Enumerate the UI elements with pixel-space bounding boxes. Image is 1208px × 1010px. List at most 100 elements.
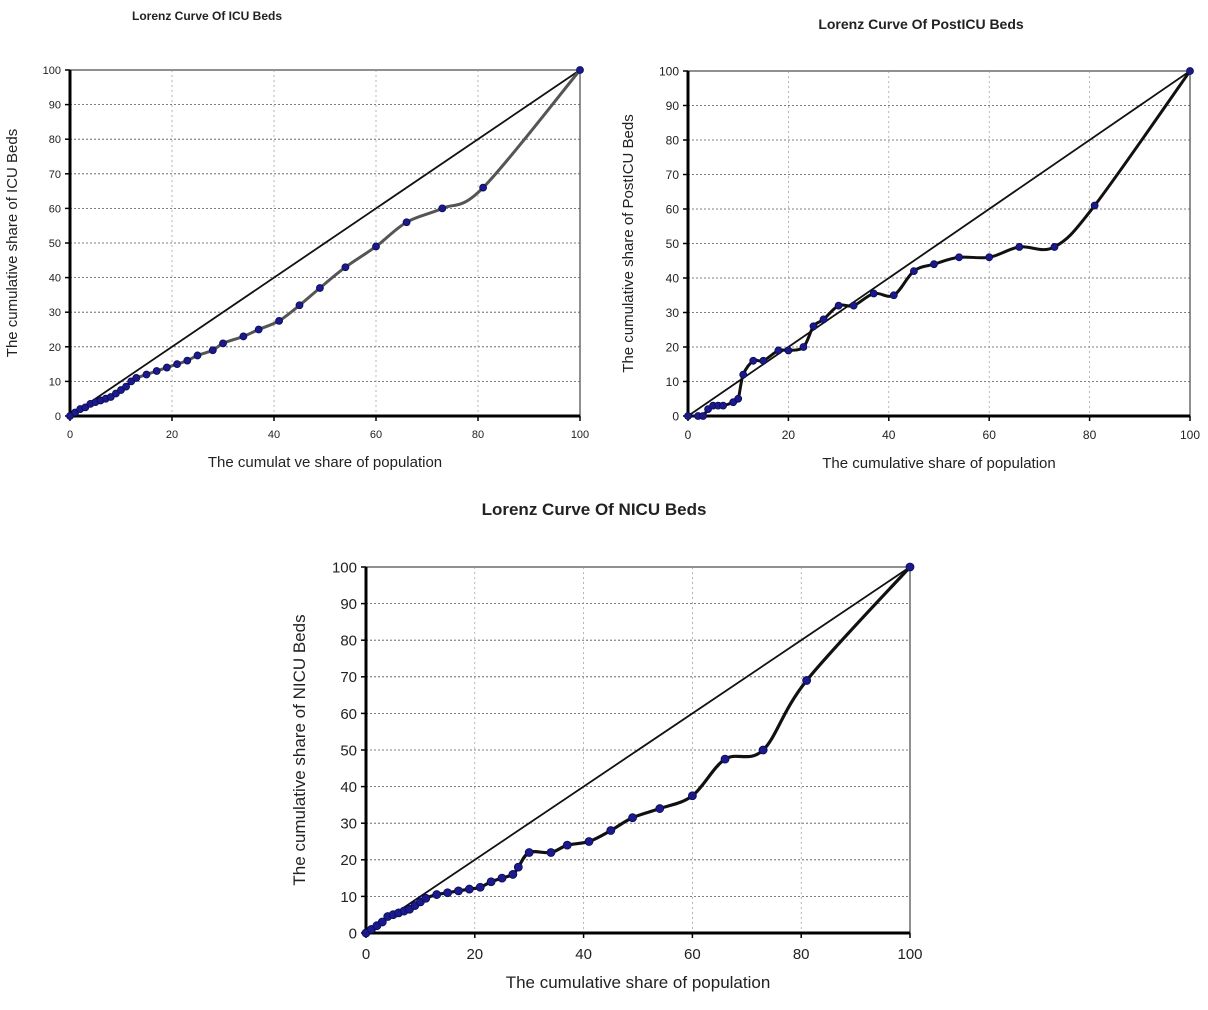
data-point bbox=[239, 332, 248, 341]
y-tick-label: 80 bbox=[340, 633, 357, 650]
data-point bbox=[432, 890, 442, 899]
y-tick-label: 90 bbox=[340, 596, 357, 613]
y-tick-label: 70 bbox=[49, 169, 61, 181]
x-tick-label: 100 bbox=[571, 429, 589, 441]
x-tick-label: 80 bbox=[1083, 428, 1097, 442]
y-tick-label: 40 bbox=[666, 271, 680, 285]
y-tick-label: 60 bbox=[340, 706, 357, 723]
x-tick-label: 20 bbox=[166, 429, 178, 441]
data-point bbox=[479, 183, 488, 192]
x-tick-label: 0 bbox=[685, 428, 692, 442]
y-tick-label: 0 bbox=[672, 409, 679, 423]
data-point bbox=[1090, 201, 1099, 210]
x-tick-label: 0 bbox=[67, 429, 73, 441]
data-point bbox=[524, 848, 534, 857]
x-axis-label: The cumulat ve share of population bbox=[208, 454, 442, 471]
x-tick-label: 80 bbox=[793, 946, 810, 963]
y-axis-label: The cumulative share of ICU Beds bbox=[4, 129, 21, 357]
x-tick-label: 20 bbox=[782, 428, 796, 442]
data-point bbox=[799, 343, 808, 351]
x-tick-label: 0 bbox=[362, 946, 370, 963]
data-point bbox=[193, 351, 202, 360]
y-tick-label: 100 bbox=[332, 559, 357, 576]
posticu-lorenz-chart: Lorenz Curve Of PostICU Beds 0 10 20 30 40 50… bbox=[604, 0, 1208, 490]
data-point bbox=[739, 370, 748, 379]
data-point bbox=[905, 562, 915, 572]
y-tick-label: 10 bbox=[49, 376, 61, 388]
data-point bbox=[655, 804, 665, 813]
data-point bbox=[486, 877, 496, 887]
data-point bbox=[183, 356, 192, 365]
y-tick-label: 30 bbox=[666, 306, 680, 320]
y-tick-label: 30 bbox=[340, 816, 357, 833]
y-tick-label: 90 bbox=[49, 100, 61, 112]
y-tick-label: 80 bbox=[49, 134, 61, 146]
x-tick-label: 60 bbox=[983, 428, 997, 442]
data-point bbox=[584, 837, 594, 846]
y-tick-label: 50 bbox=[340, 742, 357, 759]
data-point bbox=[162, 363, 171, 372]
y-tick-label: 0 bbox=[349, 925, 357, 942]
data-point bbox=[774, 346, 783, 355]
x-axis-label: The cumulative share of population bbox=[506, 973, 771, 992]
data-point bbox=[295, 301, 304, 310]
data-point bbox=[1015, 243, 1024, 251]
y-tick-label: 80 bbox=[666, 133, 680, 147]
data-point bbox=[173, 360, 182, 369]
data-point bbox=[1186, 67, 1194, 75]
x-tick-label: 100 bbox=[897, 946, 922, 963]
data-point bbox=[438, 204, 447, 213]
data-point bbox=[508, 870, 518, 879]
y-axis-label: The cumulative share of NICU Beds bbox=[290, 614, 309, 885]
x-tick-label: 60 bbox=[684, 946, 701, 963]
data-point bbox=[734, 394, 743, 403]
y-tick-label: 70 bbox=[340, 669, 357, 686]
data-point bbox=[443, 888, 453, 898]
x-axis-label: The cumulative share of population bbox=[822, 455, 1055, 472]
nicu-chart-svg: 0 10 20 30 40 50 60 70 80 90 100 0 20 40 60 80 100 The cu… bbox=[290, 559, 923, 992]
equality-line bbox=[365, 566, 911, 934]
data-point bbox=[372, 242, 380, 251]
y-tick-label: 40 bbox=[49, 273, 61, 285]
data-point bbox=[684, 412, 692, 420]
y-tick-label: 30 bbox=[49, 307, 61, 319]
y-tick-label: 100 bbox=[43, 65, 61, 77]
data-point bbox=[546, 848, 556, 857]
data-point bbox=[758, 745, 768, 755]
x-tick-label: 100 bbox=[1180, 428, 1200, 442]
data-point bbox=[849, 301, 858, 310]
y-tick-label: 50 bbox=[666, 237, 680, 251]
y-tick-label: 0 bbox=[55, 411, 61, 423]
data-point bbox=[606, 826, 616, 835]
data-point bbox=[208, 346, 217, 355]
data-point bbox=[819, 315, 828, 324]
icu-chart-svg: 0 10 20 30 40 50 60 70 80 90 100 0 20 40 60 80 100 The cu… bbox=[4, 65, 589, 471]
data-point bbox=[341, 263, 350, 272]
y-tick-label: 90 bbox=[666, 99, 680, 113]
y-tick-label: 20 bbox=[49, 342, 61, 354]
data-point bbox=[759, 356, 768, 365]
data-point bbox=[421, 893, 431, 903]
posticu-chart-svg: 0 10 20 30 40 50 60 70 80 90 100 0 20 40 60 80 100 The cu… bbox=[620, 64, 1200, 472]
data-point bbox=[122, 382, 130, 391]
data-point bbox=[142, 370, 151, 379]
data-point bbox=[628, 813, 637, 823]
y-tick-label: 100 bbox=[659, 64, 679, 78]
data-point bbox=[464, 884, 474, 894]
data-point bbox=[809, 322, 818, 331]
data-point bbox=[402, 218, 411, 227]
data-point bbox=[719, 401, 728, 410]
icu-lorenz-chart: Lorenz Curve Of ICU Beds 0 10 20 30 40 50 60 70… bbox=[0, 0, 604, 490]
data-point bbox=[909, 267, 918, 276]
data-point bbox=[562, 840, 572, 850]
y-axis-label: The cumulative share of PostICU Beds bbox=[620, 114, 637, 372]
y-tick-label: 50 bbox=[49, 238, 61, 250]
y-tick-label: 20 bbox=[666, 340, 680, 354]
data-point bbox=[834, 301, 843, 310]
data-point bbox=[377, 917, 387, 927]
x-tick-label: 60 bbox=[370, 429, 382, 441]
data-point bbox=[749, 356, 758, 365]
x-tick-label: 40 bbox=[575, 946, 592, 963]
data-point bbox=[254, 325, 263, 334]
nicu-lorenz-chart: Lorenz Curve Of NICU Beds 0 10 20 30 40 50 60 7… bbox=[250, 490, 958, 1010]
